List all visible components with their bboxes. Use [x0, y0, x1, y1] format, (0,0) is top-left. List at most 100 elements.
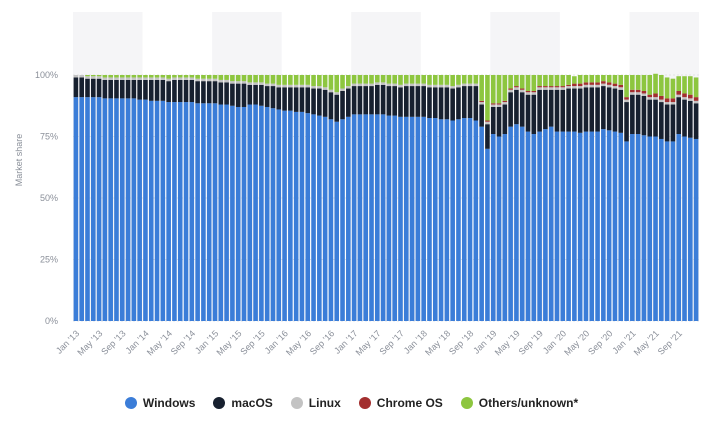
bar-segment-macos [525, 94, 531, 132]
bar-segment-macos [346, 88, 351, 117]
bar-segment-windows [195, 103, 200, 321]
year-band [212, 12, 282, 321]
bar-segment-windows [154, 100, 160, 321]
legend-item[interactable]: Chrome OS [358, 396, 443, 410]
bar-segment-macos [467, 86, 473, 119]
bar-segment-linux [218, 79, 224, 83]
bar-segment-macos [131, 79, 137, 99]
bar-segment-others-unknown [125, 75, 131, 78]
bar-segment-linux [328, 89, 334, 93]
bar-segment-windows [577, 132, 583, 321]
legend-item[interactable]: Others/unknown* [460, 396, 578, 410]
bar-segment-linux [363, 83, 369, 87]
bar-segment-others-unknown [334, 75, 340, 93]
bar-segment-linux [554, 87, 560, 90]
bar-segment-others-unknown [340, 75, 345, 89]
bar-segment-others-unknown [630, 75, 635, 90]
bar-segment-chrome-os [554, 86, 560, 88]
bar-segment-windows [485, 148, 490, 321]
bar-segment-macos [125, 79, 131, 99]
bar-segment-chrome-os [595, 82, 600, 85]
bar-segment-linux [317, 86, 322, 89]
bar-segment-others-unknown [427, 75, 432, 85]
legend-swatch [460, 397, 473, 409]
bar-segment-macos [647, 99, 653, 137]
bar-segment-windows [235, 106, 241, 321]
bar-segment-windows [212, 103, 218, 321]
legend-item[interactable]: Windows [124, 396, 195, 410]
bar-segment-macos [612, 88, 618, 132]
bar-segment-macos [369, 86, 374, 115]
bar-segment-linux [195, 78, 200, 82]
bar-segment-others-unknown [154, 75, 160, 78]
bar-segment-linux [230, 81, 235, 84]
bar-segment-macos [85, 78, 90, 98]
bar-segment-linux [461, 83, 467, 87]
bar-segment-linux [508, 89, 513, 93]
bar-segment-chrome-os [589, 82, 595, 85]
bar-segment-macos [166, 81, 171, 103]
bar-segment-macos [409, 86, 415, 117]
bar-segment-others-unknown [166, 75, 171, 79]
bar-segment-others-unknown [363, 75, 369, 84]
bar-segment-others-unknown [253, 75, 258, 83]
bar-segment-others-unknown [531, 75, 537, 91]
bar-segment-macos [473, 86, 479, 121]
bar-segment-linux [606, 84, 612, 88]
bar-segment-linux [421, 83, 426, 87]
bar-segment-chrome-os [635, 89, 641, 93]
bar-segment-macos [148, 79, 154, 101]
bar-segment-others-unknown [230, 75, 235, 82]
bar-segment-windows [589, 131, 595, 321]
bar-segment-others-unknown [264, 75, 270, 84]
bar-segment-linux [264, 83, 270, 87]
bar-segment-others-unknown [108, 75, 113, 78]
legend-swatch [358, 397, 371, 409]
bar-segment-others-unknown [380, 75, 386, 83]
bar-segment-windows [514, 124, 519, 321]
bar-segment-windows [479, 126, 484, 321]
bar-segment-others-unknown [328, 75, 334, 90]
bar-segment-others-unknown [224, 75, 229, 80]
bar-segment-windows [224, 104, 229, 322]
bar-segment-macos [311, 88, 316, 115]
bar-segment-macos [218, 82, 224, 105]
bar-segment-linux [664, 102, 670, 105]
bar-segment-macos [606, 87, 612, 131]
bar-segment-others-unknown [560, 75, 566, 87]
bar-segment-windows [566, 131, 571, 321]
bar-segment-windows [635, 134, 641, 321]
bar-segment-windows [177, 102, 183, 321]
bar-segment-windows [276, 109, 282, 321]
bar-segment-macos [595, 87, 600, 132]
bar-segment-macos [322, 89, 328, 117]
bar-segment-chrome-os [670, 98, 676, 103]
bar-segment-macos [566, 88, 571, 132]
bar-segment-macos [114, 79, 119, 99]
bar-segment-macos [688, 100, 693, 138]
bar-segment-linux [635, 92, 641, 95]
bar-segment-linux [688, 98, 693, 101]
bar-segment-others-unknown [201, 75, 206, 79]
bar-segment-linux [334, 92, 340, 95]
bar-segment-macos [90, 78, 96, 98]
bar-segment-windows [293, 111, 299, 322]
bar-segment-linux [293, 84, 299, 88]
bar-segment-linux [589, 84, 595, 88]
bar-segment-linux [647, 97, 653, 100]
bar-segment-macos [659, 102, 664, 139]
bar-segment-windows [450, 120, 455, 321]
bar-segment-windows [363, 114, 369, 321]
bar-segment-macos [259, 84, 264, 106]
bar-segment-others-unknown [119, 75, 125, 78]
bar-segment-macos [154, 79, 160, 101]
legend-item[interactable]: macOS [213, 396, 273, 410]
bar-segment-windows [102, 98, 108, 322]
bar-segment-others-unknown [235, 75, 241, 82]
x-tick-label: Sep '13 [99, 328, 127, 356]
bar-segment-macos [508, 92, 513, 127]
legend-item[interactable]: Linux [290, 396, 341, 410]
bar-segment-others-unknown [670, 78, 676, 99]
bar-segment-linux [577, 86, 583, 89]
